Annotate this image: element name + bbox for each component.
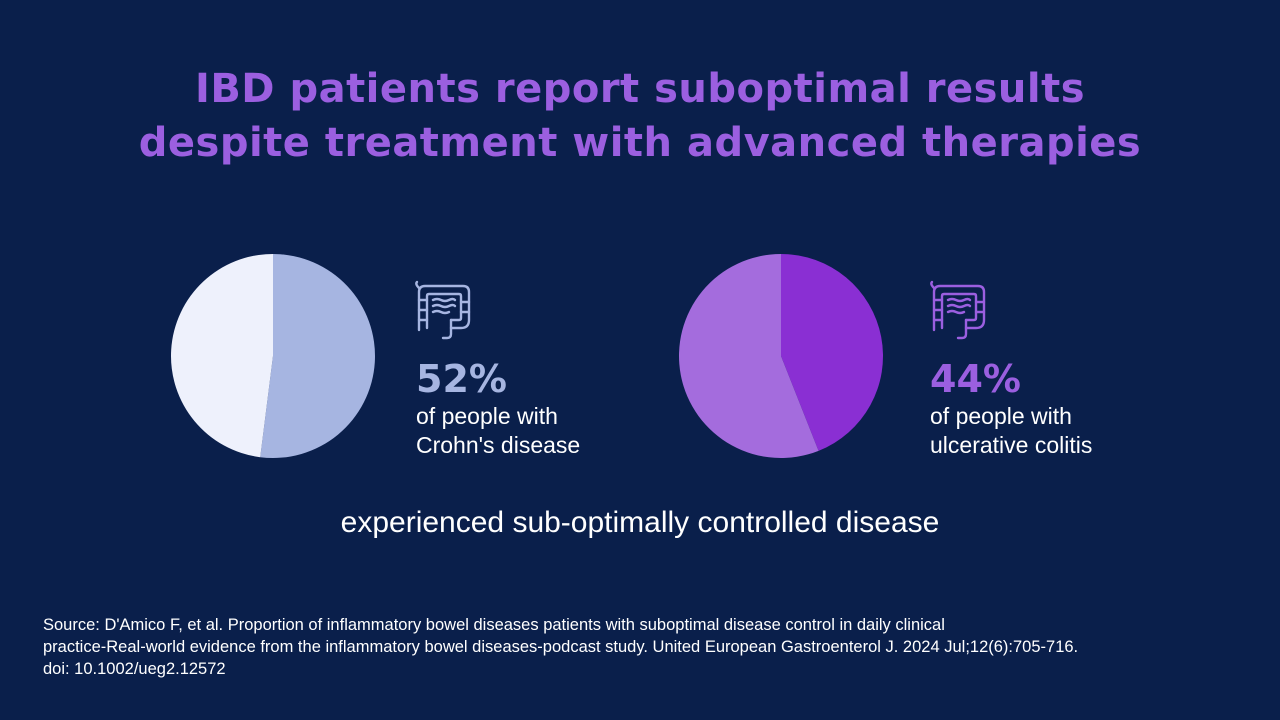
source-line-3: doi: 10.1002/ueg2.12572 [43,660,226,678]
pie-slice-remainder [170,254,273,458]
pie-slices [170,254,375,458]
pie-slice-highlight [781,254,883,451]
pie-slices [679,254,883,458]
description-line-2: Crohn's disease [416,432,581,458]
description-line-1: of people with [416,403,558,429]
description-line-2: ulcerative colitis [930,432,1093,458]
chart-caption: experienced sub-optimally controlled dis… [340,506,940,539]
description-line-1: of people with [930,403,1072,429]
percent-label: 44% [930,357,1021,401]
source-line-2: practice-Real-world evidence from the in… [43,638,1079,656]
pie-slice-highlight [260,254,375,458]
source-line-1: Source: D'Amico F, et al. Proportion of … [43,616,945,634]
intestine-icon [415,280,471,340]
stat-uc: 44% of people with ulcerative colitis [930,356,1092,460]
pie-chart-uc [679,254,883,458]
stat-description: of people with ulcerative colitis [930,402,1092,460]
stat-description: of people with Crohn's disease [416,402,580,460]
stat-crohns: 52% of people with Crohn's disease [416,356,580,460]
page-title: IBD patients report suboptimal results d… [0,62,1280,170]
title-line-2: despite treatment with advanced therapie… [138,120,1142,166]
intestine-icon [930,280,986,340]
title-line-1: IBD patients report suboptimal results [194,66,1086,112]
pie-chart-crohns [170,254,375,458]
percent-label: 52% [416,357,507,401]
source-citation: Source: D'Amico F, et al. Proportion of … [43,614,1243,680]
pie-slice-remainder [679,254,819,458]
